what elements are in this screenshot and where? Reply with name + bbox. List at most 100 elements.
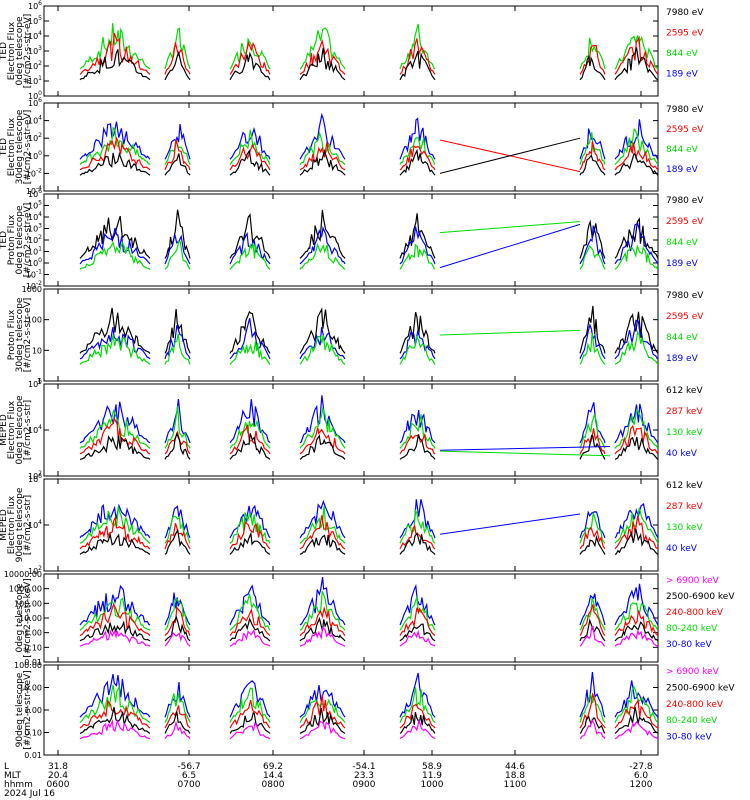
- panel-frame: [43, 5, 659, 97]
- y-tick-label: 1.00: [24, 629, 42, 638]
- series-group: [79, 672, 658, 740]
- legend-label: 189 eV: [666, 259, 699, 269]
- x-tick-l: 44.6: [505, 762, 525, 772]
- y-axis-label: 0deg telescope: [15, 583, 25, 653]
- x-tick-l: -27.8: [629, 762, 653, 772]
- y-tick-label: 100.00: [14, 661, 42, 670]
- panel-frame: [43, 288, 659, 382]
- y-tick-label: 102: [28, 234, 42, 245]
- y-tick-label: 100: [28, 90, 42, 101]
- y-tick-label: 10-2: [26, 167, 42, 178]
- series-trace: [79, 209, 658, 259]
- legend-label: 7980 eV: [666, 105, 704, 115]
- legend-label: 2500-6900 keV: [666, 683, 735, 693]
- gap-line: [439, 329, 581, 336]
- y-tick-label: 106: [28, 97, 42, 108]
- legend-label: 240-800 keV: [666, 700, 724, 710]
- series-trace: [79, 148, 658, 176]
- gap-line: [439, 137, 581, 174]
- series-trace: [79, 590, 658, 631]
- legend-label: 7980 eV: [666, 196, 704, 206]
- x-tick-hhmm: 1000: [421, 780, 444, 790]
- y-tick-label: 102: [28, 60, 42, 71]
- series-trace: [79, 112, 658, 160]
- y-axis-label: Electron Flux: [7, 21, 17, 80]
- y-tick-label: 100.00: [14, 599, 42, 608]
- y-axis-label: Electron Flux: [7, 495, 17, 554]
- y-axis-label: [#/cm2-s-str-eV]: [23, 203, 33, 278]
- y-tick-label: 101: [28, 246, 42, 257]
- y-tick-label: 10-2: [26, 280, 42, 291]
- y-axis-label: 90deg telescope: [15, 487, 25, 562]
- y-axis-label: 90deg telescope: [15, 672, 25, 747]
- legend-label: 612 keV: [666, 386, 703, 396]
- y-tick-label: 10.00: [19, 614, 42, 623]
- y-axis-label: [#/cm2-s-str]: [23, 495, 33, 555]
- y-tick-label: 104: [28, 211, 42, 222]
- y-axis-label: Proton Flux: [7, 309, 17, 360]
- y-tick-label: 104: [28, 115, 42, 126]
- legend-label: 7980 eV: [666, 291, 704, 301]
- x-tick-hhmm: 0700: [178, 780, 201, 790]
- legend-label: 130 keV: [666, 428, 703, 438]
- y-tick-label: 100: [27, 316, 42, 325]
- panel-frame: [43, 383, 659, 477]
- y-axis-label: Proton Flux: [7, 214, 17, 265]
- legend-label: 2595 eV: [666, 29, 704, 39]
- y-tick-label: 1.00: [24, 706, 42, 715]
- series-trace: [79, 672, 658, 718]
- x-tick-hhmm: 0600: [47, 780, 70, 790]
- x-tick-mlt: 20.4: [48, 771, 68, 781]
- y-tick-label: 10: [32, 346, 42, 355]
- series-trace: [79, 706, 658, 734]
- legend-label: 130 keV: [666, 523, 703, 533]
- y-tick-label: 103: [28, 45, 42, 56]
- x-tick-l: 31.8: [48, 762, 68, 772]
- legend: 612 keV 287 keV 130 keV 40 keV: [666, 386, 703, 459]
- series-group: [79, 499, 658, 555]
- y-tick-label: 0.10: [24, 643, 42, 652]
- legend-label: 189 eV: [666, 165, 699, 175]
- y-axis-label: TED: [0, 138, 9, 157]
- legend-label: 287 keV: [666, 407, 703, 417]
- panel-frame: [43, 664, 659, 756]
- y-axis-label: TED: [0, 42, 9, 61]
- series-trace: [79, 330, 658, 365]
- series-trace: [79, 505, 658, 544]
- y-tick-label: 102: [28, 470, 42, 481]
- series-trace: [79, 615, 658, 642]
- x-tick-hhmm: 1200: [630, 780, 653, 790]
- x-tick-mlt: 14.4: [263, 771, 283, 781]
- y-tick-label: 1: [37, 377, 42, 386]
- series-trace: [79, 499, 658, 539]
- legend-label: 2595 eV: [666, 312, 704, 322]
- y-tick-label: 10-1: [26, 269, 42, 280]
- legend-label: 40 keV: [666, 449, 698, 459]
- x-tick-mlt: 6.0: [634, 771, 649, 781]
- panel-frame: [43, 102, 659, 192]
- x-axis-row-label: MLT: [4, 771, 22, 781]
- series-trace: [79, 528, 658, 555]
- x-tick-hhmm: 0800: [262, 780, 285, 790]
- x-axis-row-label: hhmm: [4, 780, 33, 790]
- legend-label: 844 eV: [666, 333, 699, 343]
- y-axis-label: 0deg telescope: [15, 16, 25, 86]
- series-trace: [79, 395, 658, 444]
- y-tick-label: 10000.00: [4, 570, 42, 579]
- y-axis-label: 30deg telescope: [15, 297, 25, 372]
- series-group: [79, 112, 658, 176]
- series-trace: [79, 684, 658, 724]
- legend-label: 189 eV: [666, 354, 699, 364]
- panel-frame: [43, 478, 659, 572]
- gap-line: [439, 221, 581, 234]
- series-trace: [79, 32, 658, 75]
- legend-label: 612 keV: [666, 481, 703, 491]
- legend: 7980 eV 2595 eV 844 eV 189 eV: [666, 105, 704, 175]
